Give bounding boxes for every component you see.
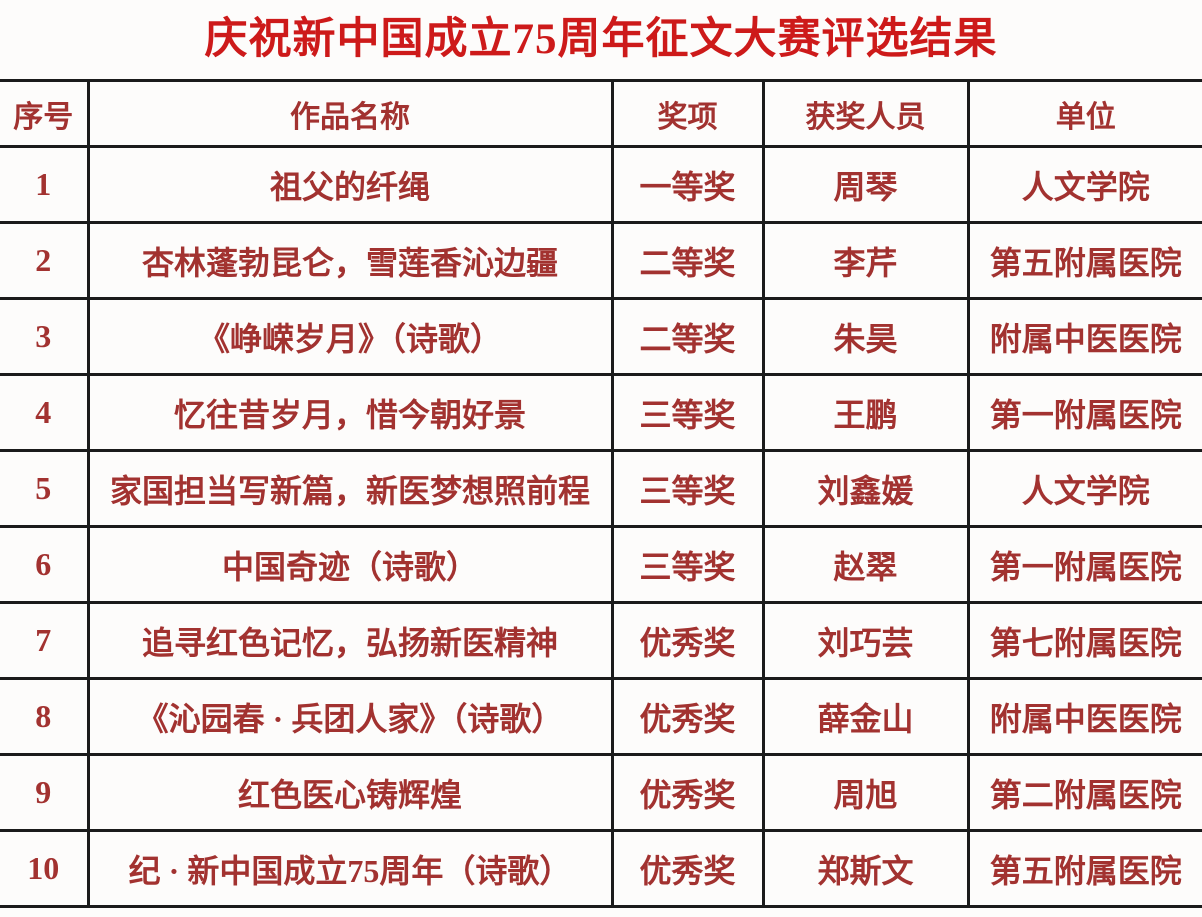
- cell-award: 二等奖: [610, 297, 765, 376]
- cell-index: 6: [0, 525, 90, 604]
- cell-unit: 人文学院: [966, 449, 1202, 528]
- cell-work-title: 《峥嵘岁月》（诗歌）: [86, 297, 614, 376]
- cell-work-title: 祖父的纤绳: [86, 145, 614, 224]
- cell-index: 5: [0, 449, 90, 528]
- cell-index: 2: [0, 221, 90, 300]
- cell-winner: 郑斯文: [761, 829, 970, 908]
- cell-work-title: 纪 · 新中国成立75周年（诗歌）: [86, 829, 614, 908]
- column-header-winner: 获奖人员: [761, 79, 970, 148]
- table-row: 2 杏林蓬勃昆仑，雪莲香沁边疆 二等奖 李芹 第五附属医院: [0, 221, 1202, 300]
- table-row: 3 《峥嵘岁月》（诗歌） 二等奖 朱昊 附属中医医院: [0, 297, 1202, 376]
- column-header-unit: 单位: [966, 79, 1202, 148]
- table-row: 5 家国担当写新篇，新医梦想照前程 三等奖 刘鑫媛 人文学院: [0, 449, 1202, 528]
- results-table: 序号 作品名称 奖项 获奖人员 单位 1 祖父的纤绳 一等奖 周琴 人文学院 2…: [0, 79, 1202, 908]
- cell-unit: 附属中医医院: [966, 297, 1202, 376]
- cell-work-title: 红色医心铸辉煌: [86, 753, 614, 832]
- table-row: 7 追寻红色记忆，弘扬新医精神 优秀奖 刘巧芸 第七附属医院: [0, 601, 1202, 680]
- cell-winner: 刘巧芸: [761, 601, 970, 680]
- cell-unit: 第五附属医院: [966, 221, 1202, 300]
- cell-unit: 人文学院: [966, 145, 1202, 224]
- cell-winner: 周琴: [761, 145, 970, 224]
- cell-index: 4: [0, 373, 90, 452]
- cell-award: 一等奖: [610, 145, 765, 224]
- page-title: 庆祝新中国成立75周年征文大赛评选结果: [204, 16, 998, 63]
- cell-index: 10: [0, 829, 90, 908]
- cell-work-title: 家国担当写新篇，新医梦想照前程: [86, 449, 614, 528]
- column-header-award: 奖项: [610, 79, 765, 148]
- cell-award: 优秀奖: [610, 601, 765, 680]
- table-header-row: 序号 作品名称 奖项 获奖人员 单位: [0, 79, 1202, 148]
- cell-winner: 刘鑫媛: [761, 449, 970, 528]
- table-row: 6 中国奇迹（诗歌） 三等奖 赵翠 第一附属医院: [0, 525, 1202, 604]
- cell-award: 三等奖: [610, 525, 765, 604]
- table-row: 4 忆往昔岁月，惜今朝好景 三等奖 王鹏 第一附属医院: [0, 373, 1202, 452]
- cell-award: 二等奖: [610, 221, 765, 300]
- cell-award: 优秀奖: [610, 829, 765, 908]
- column-header-index: 序号: [0, 79, 90, 148]
- table-row: 1 祖父的纤绳 一等奖 周琴 人文学院: [0, 145, 1202, 224]
- cell-winner: 赵翠: [761, 525, 970, 604]
- cell-work-title: 杏林蓬勃昆仑，雪莲香沁边疆: [86, 221, 614, 300]
- cell-winner: 薛金山: [761, 677, 970, 756]
- cell-unit: 第五附属医院: [966, 829, 1202, 908]
- cell-index: 9: [0, 753, 90, 832]
- cell-award: 三等奖: [610, 449, 765, 528]
- cell-index: 1: [0, 145, 90, 224]
- cell-award: 三等奖: [610, 373, 765, 452]
- cell-unit: 第一附属医院: [966, 525, 1202, 604]
- cell-work-title: 中国奇迹（诗歌）: [86, 525, 614, 604]
- table-row: 9 红色医心铸辉煌 优秀奖 周旭 第二附属医院: [0, 753, 1202, 832]
- table-row: 10 纪 · 新中国成立75周年（诗歌） 优秀奖 郑斯文 第五附属医院: [0, 829, 1202, 908]
- cell-index: 8: [0, 677, 90, 756]
- cell-index: 3: [0, 297, 90, 376]
- cell-work-title: 《沁园春 · 兵团人家》（诗歌）: [86, 677, 614, 756]
- cell-unit: 第七附属医院: [966, 601, 1202, 680]
- column-header-work: 作品名称: [86, 79, 614, 148]
- cell-work-title: 忆往昔岁月，惜今朝好景: [86, 373, 614, 452]
- table-row: 8 《沁园春 · 兵团人家》（诗歌） 优秀奖 薛金山 附属中医医院: [0, 677, 1202, 756]
- cell-award: 优秀奖: [610, 753, 765, 832]
- cell-unit: 第二附属医院: [966, 753, 1202, 832]
- cell-unit: 附属中医医院: [966, 677, 1202, 756]
- cell-index: 7: [0, 601, 90, 680]
- cell-winner: 朱昊: [761, 297, 970, 376]
- cell-winner: 李芹: [761, 221, 970, 300]
- cell-winner: 周旭: [761, 753, 970, 832]
- cell-unit: 第一附属医院: [966, 373, 1202, 452]
- cell-work-title: 追寻红色记忆，弘扬新医精神: [86, 601, 614, 680]
- cell-winner: 王鹏: [761, 373, 970, 452]
- cell-award: 优秀奖: [610, 677, 765, 756]
